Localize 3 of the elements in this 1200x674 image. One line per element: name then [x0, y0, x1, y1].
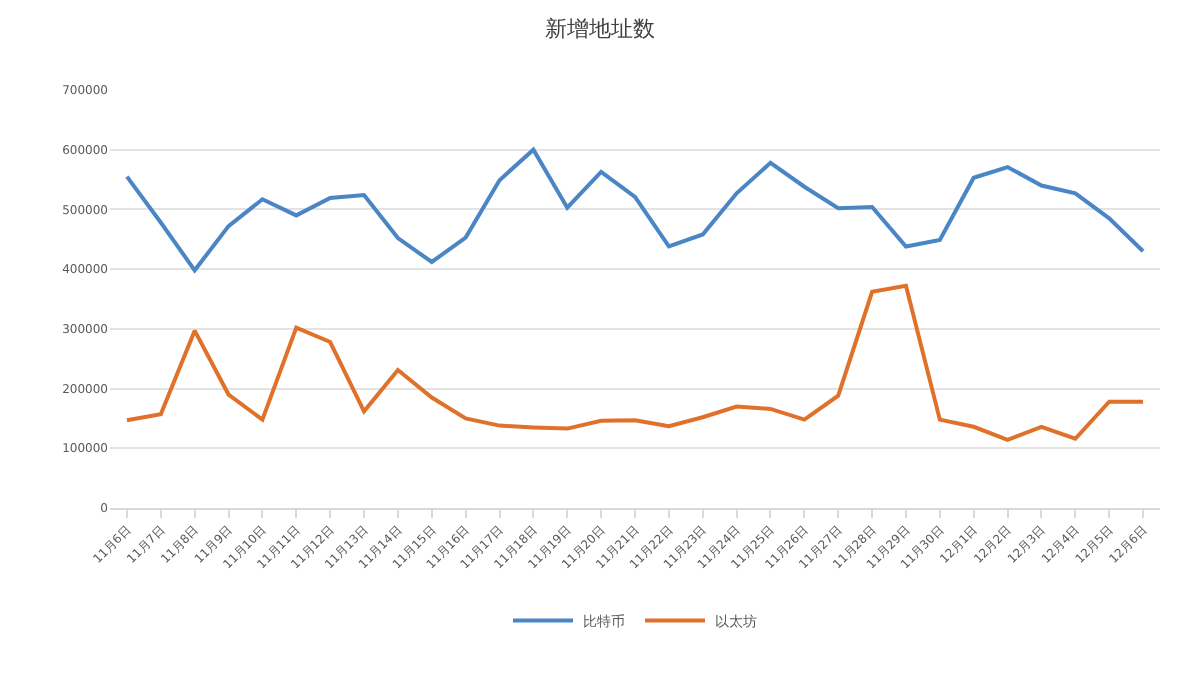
line-series: [124, 283, 1146, 442]
line-series: [124, 147, 1146, 273]
chart-title: 新增地址数: [545, 15, 655, 42]
